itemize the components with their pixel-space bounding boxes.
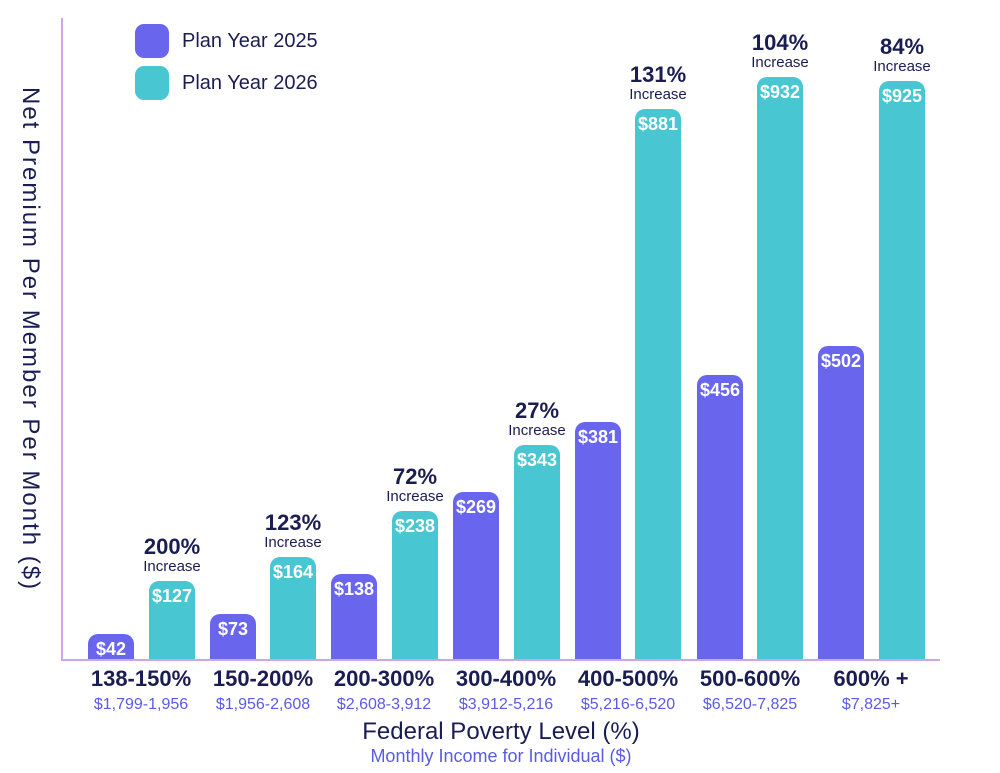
increase-annotation: 72% Increase xyxy=(345,465,485,505)
increase-annotation: 200% Increase xyxy=(102,535,242,575)
legend-item-plan-2026: Plan Year 2026 xyxy=(135,66,318,100)
category-label: 150-200% xyxy=(212,666,314,691)
bar-plan-2026: $164 xyxy=(270,557,316,660)
y-axis-label: Net Premium Per Member Per Month ($) xyxy=(17,86,44,592)
category-label: 300-400% xyxy=(455,666,557,691)
bar-plan-2025: $456 xyxy=(697,375,743,660)
bar-value-label: $456 xyxy=(699,380,741,400)
bar-plan-2025: $269 xyxy=(453,492,499,660)
increase-word: Increase xyxy=(143,558,201,575)
x-axis-title: Federal Poverty Level (%) xyxy=(362,718,640,745)
bar-value-label: $343 xyxy=(516,450,558,470)
category-label: 200-300% xyxy=(333,666,435,691)
bar-value-label: $269 xyxy=(455,497,497,517)
increase-word: Increase xyxy=(264,534,322,551)
legend: Plan Year 2025 Plan Year 2026 xyxy=(135,24,318,100)
bar-value-label: $164 xyxy=(272,562,314,582)
bar-plan-2025: $42 xyxy=(88,634,134,660)
bar-plan-2025: $381 xyxy=(575,422,621,660)
increase-percent: 123% xyxy=(264,510,322,535)
bar-plan-2025: $73 xyxy=(210,614,256,660)
increase-annotation: 123% Increase xyxy=(223,511,363,551)
bar-value-label: $138 xyxy=(333,579,375,599)
legend-swatch-plan-2026 xyxy=(135,66,169,100)
increase-word: Increase xyxy=(873,58,931,75)
bar-value-label: $502 xyxy=(820,351,862,371)
bar-plan-2025: $138 xyxy=(331,574,377,660)
income-sublabel: $2,608-3,912 xyxy=(336,696,432,713)
increase-annotation: 27% Increase xyxy=(467,399,607,439)
bar-value-label: $238 xyxy=(394,516,436,536)
bar-value-label: $381 xyxy=(577,427,619,447)
bar-plan-2025: $502 xyxy=(818,346,864,660)
bar-value-label: $881 xyxy=(637,114,679,134)
increase-annotation: 131% Increase xyxy=(588,63,728,103)
increase-annotation: 104% Increase xyxy=(710,31,850,71)
legend-label-plan-2026: Plan Year 2026 xyxy=(182,71,318,94)
bar-value-label: $42 xyxy=(95,639,127,659)
bar-plan-2026: $932 xyxy=(757,77,803,660)
increase-word: Increase xyxy=(386,488,444,505)
legend-label-plan-2025: Plan Year 2025 xyxy=(182,29,318,52)
bar-value-label: $127 xyxy=(151,586,193,606)
bar-plan-2026: $925 xyxy=(879,81,925,660)
income-sublabel: $6,520-7,825 xyxy=(702,696,798,713)
increase-percent: 72% xyxy=(392,464,438,489)
bar-value-label: $932 xyxy=(759,82,801,102)
increase-percent: 104% xyxy=(751,30,809,55)
bar-plan-2026: $238 xyxy=(392,511,438,660)
income-sublabel: $1,799-1,956 xyxy=(93,696,189,713)
category-label: 400-500% xyxy=(577,666,679,691)
bar-plan-2026: $343 xyxy=(514,445,560,660)
increase-word: Increase xyxy=(629,86,687,103)
increase-percent: 84% xyxy=(879,34,925,59)
x-axis-line xyxy=(61,659,940,661)
increase-percent: 131% xyxy=(629,62,687,87)
income-sublabel: $7,825+ xyxy=(841,696,901,713)
bar-plan-2026: $127 xyxy=(149,581,195,660)
category-label: 500-600% xyxy=(699,666,801,691)
y-axis-line xyxy=(61,18,63,660)
income-sublabel: $1,956-2,608 xyxy=(215,696,311,713)
category-label: 600% + xyxy=(833,666,909,691)
increase-word: Increase xyxy=(751,54,809,71)
income-sublabel: $5,216-6,520 xyxy=(580,696,676,713)
income-sublabel: $3,912-5,216 xyxy=(458,696,554,713)
bar-plan-2026: $881 xyxy=(635,109,681,660)
legend-item-plan-2025: Plan Year 2025 xyxy=(135,24,318,58)
increase-word: Increase xyxy=(508,422,566,439)
bar-value-label: $73 xyxy=(217,619,249,639)
legend-swatch-plan-2025 xyxy=(135,24,169,58)
increase-annotation: 84% Increase xyxy=(832,35,972,75)
increase-percent: 27% xyxy=(514,398,560,423)
x-axis-subtitle: Monthly Income for Individual ($) xyxy=(370,746,632,766)
increase-percent: 200% xyxy=(143,534,201,559)
category-label: 138-150% xyxy=(90,666,192,691)
bar-value-label: $925 xyxy=(881,86,923,106)
